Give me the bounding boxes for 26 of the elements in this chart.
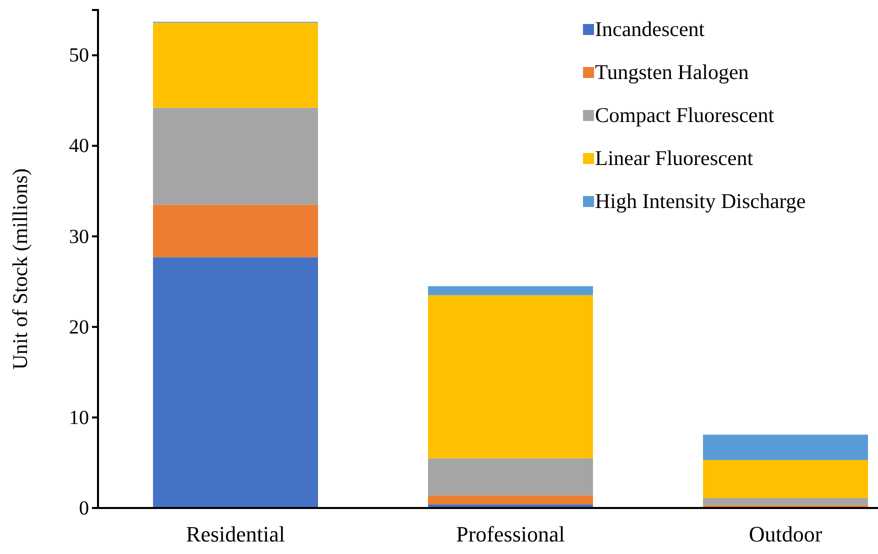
x-tick-label: Residential [186, 522, 285, 547]
bar [153, 257, 318, 508]
y-tick-label: 0 [79, 497, 89, 520]
bar [428, 458, 593, 496]
bar [153, 22, 318, 108]
bar [428, 286, 593, 296]
legend-label: High Intensity Discharge [595, 189, 806, 213]
legend-label: Tungsten Halogen [595, 60, 750, 84]
bar [703, 498, 868, 506]
legend-label: Compact Fluorescent [595, 103, 774, 127]
x-tick-label: Outdoor [748, 522, 823, 547]
bar [703, 434, 868, 460]
legend-label: Linear Fluorescent [595, 146, 754, 170]
y-tick-label: 30 [69, 226, 89, 248]
y-tick-label: 50 [69, 44, 89, 67]
y-tick-label: 40 [69, 135, 89, 158]
bar [428, 495, 593, 504]
y-tick-label: 10 [69, 406, 89, 429]
bar [153, 204, 318, 258]
x-tick-label: Professional [456, 522, 565, 547]
legend-label: Incandescent [595, 17, 705, 41]
bar [703, 460, 868, 498]
bar [153, 108, 318, 205]
bar [428, 295, 593, 458]
y-axis-title: Unit of Stock (millions) [8, 168, 32, 370]
y-tick-label: 20 [69, 316, 89, 338]
